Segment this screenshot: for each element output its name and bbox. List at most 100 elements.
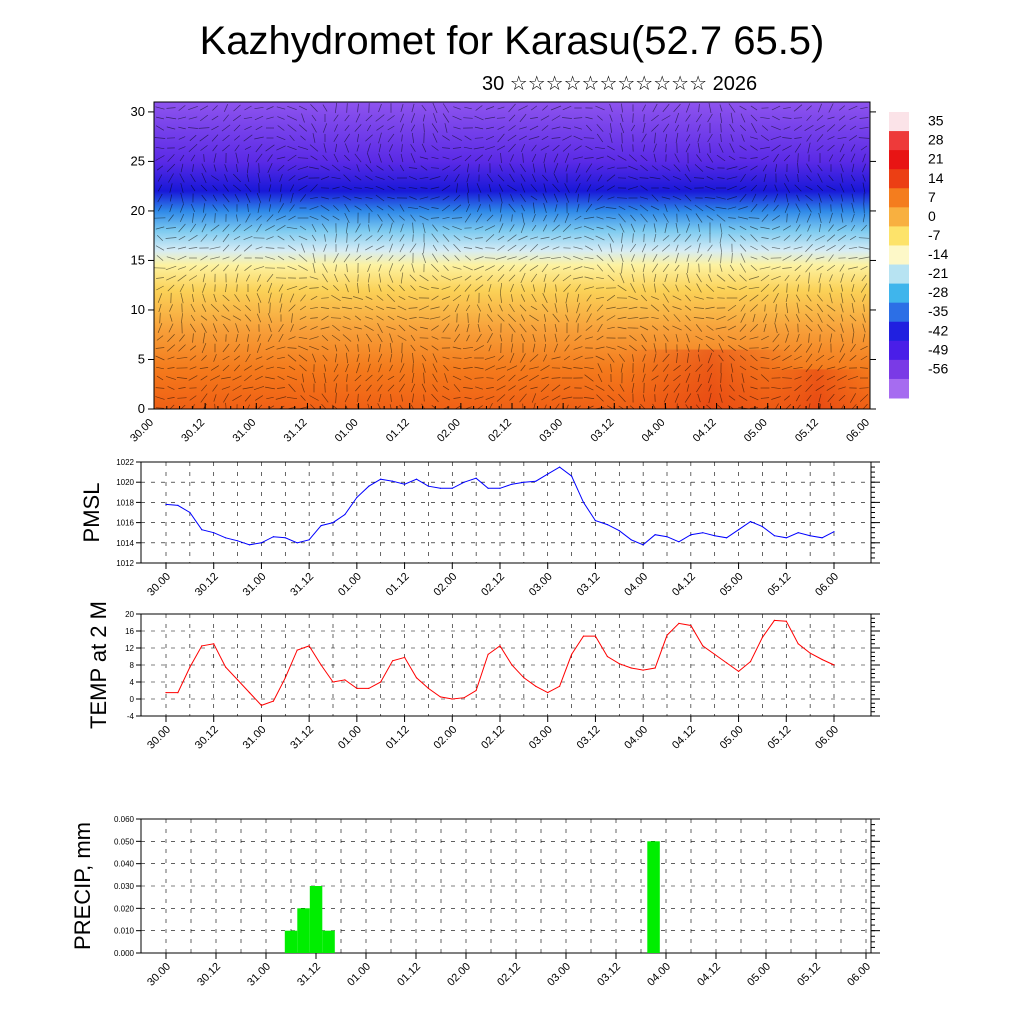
wind-barb [333,253,339,263]
wind-barb [178,344,186,352]
wind-barb [773,293,779,303]
wind-barb [454,255,460,261]
wind-barb [288,215,296,221]
wind-barb [541,125,549,131]
wind-barb [421,252,427,264]
wind-barb [750,407,758,409]
wind-barb [289,204,295,212]
wind-barb [222,233,230,243]
temp-2m-point [547,692,549,694]
colorbar-swatch [889,302,909,323]
wind-barb [795,224,801,232]
wind-barb [727,325,737,331]
wind-barb [497,314,505,322]
x-tick-label: 30.00 [128,417,156,445]
wind-barb [784,174,790,182]
wind-barb [376,205,384,211]
wind-barb [596,255,604,261]
x-tick-label: 31.00 [230,417,258,445]
wind-barb [474,115,484,121]
wind-barb [476,405,483,409]
wind-barb [509,352,515,364]
wind-barb [529,243,539,253]
wind-barb [641,133,647,143]
wind-barb [529,236,539,240]
wind-barb [452,294,462,302]
wind-barb [257,203,261,213]
wind-barb [806,203,812,213]
wind-barb [519,135,527,141]
wind-barb [574,215,582,221]
wind-barb [200,393,208,403]
wind-barb [452,375,462,381]
wind-barb [244,265,252,271]
wind-barb [555,293,557,303]
wind-barb [354,374,362,382]
wind-barb [332,215,340,221]
wind-barb [628,186,638,190]
temp-2m-point [392,660,394,662]
wind-barb [728,217,736,219]
wind-barb [840,333,844,343]
wind-barb [542,193,548,203]
wind-barb [719,393,723,403]
wind-barb [596,156,604,160]
wind-barb [388,164,394,172]
wind-barb [280,184,282,192]
wind-barb [356,354,360,362]
wind-barb [201,194,207,202]
wind-barb [850,293,856,303]
wind-barb [761,214,769,222]
wind-barb [386,306,396,310]
wind-barb [829,194,833,202]
wind-barb [848,266,858,270]
wind-barb [662,283,670,293]
wind-barb [155,347,165,349]
wind-barb [564,334,570,342]
wind-barb [431,287,439,289]
wind-barb [401,144,403,152]
wind-barb [203,203,205,213]
wind-barb [749,226,759,230]
wind-barb [584,357,594,359]
wind-barb [750,234,758,242]
wind-barb [719,264,723,272]
wind-barb [794,137,802,139]
x-tick-label: 05.12 [765,724,793,752]
wind-barb [256,284,262,292]
temp-2m-point [761,636,764,639]
precip-bar [297,908,310,953]
wind-barb [858,237,870,239]
wind-barb [543,274,547,282]
x-tick-label: 02.00 [431,571,459,599]
x-tick-label: 05.12 [795,961,823,989]
wind-barb [675,334,679,342]
wind-barb [750,386,758,390]
temp-2m-point [654,667,656,669]
wind-barb [335,353,337,363]
wind-barb [606,315,616,321]
wind-barb [750,256,758,260]
wind-barb [407,206,419,210]
wind-barb [298,124,308,132]
wind-barb [606,405,614,409]
wind-barb [685,404,690,409]
wind-barb [387,125,395,131]
wind-barb [277,255,285,261]
wind-barb [276,346,286,350]
x-tick-label: 05.12 [793,417,821,445]
wind-barb [155,106,165,110]
wind-barb [277,164,285,172]
wind-barb [540,145,550,151]
wind-barb [431,145,439,151]
wind-barb [189,223,197,233]
wind-barb [783,183,791,193]
wind-barb [190,173,196,183]
wind-barb [453,366,461,370]
wind-barb [342,326,352,330]
wind-barb [585,203,593,213]
wind-barb [597,373,603,383]
wind-barb [531,324,537,332]
wind-barb [716,214,726,222]
wind-barb [321,404,327,409]
